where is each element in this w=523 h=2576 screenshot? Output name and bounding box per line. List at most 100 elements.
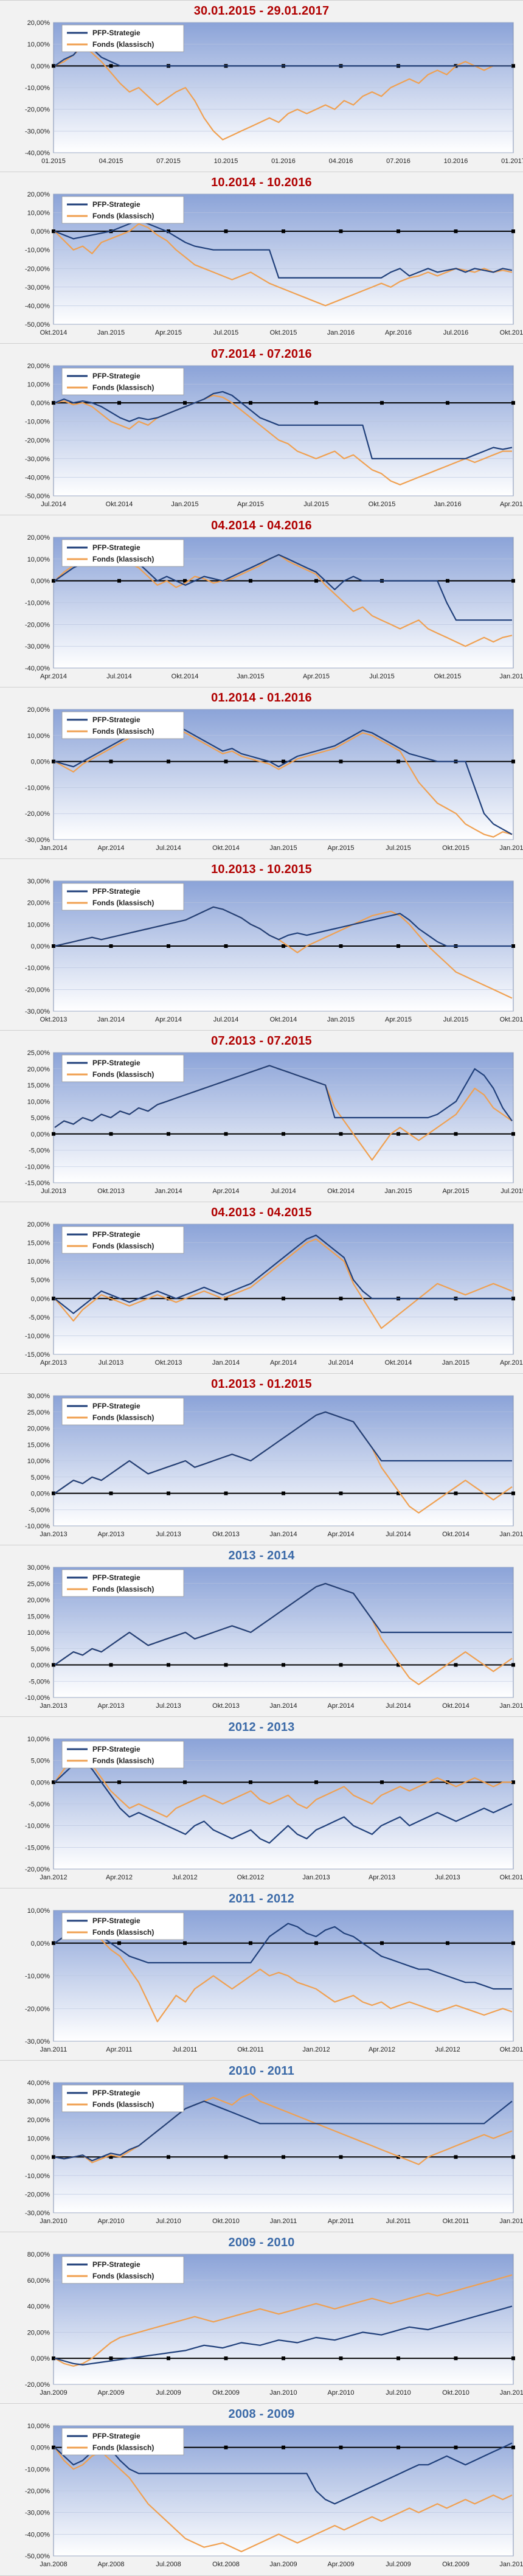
baseline-marker [224,2356,228,2361]
x-tick-label: Apr.2010 [327,2389,354,2397]
chart-panel: 04.2013 - 04.2015 20,00% 15,00% 10,00% 5,00%… [0,1202,523,1374]
x-tick-label: Jan.2008 [40,2561,67,2568]
x-tick-label: Jul.2012 [172,1874,198,1881]
y-tick-label: 25,00% [27,1050,50,1057]
series-pfp-strategie [54,1582,512,1666]
x-tick-label: Jan.2010 [499,2561,523,2568]
x-tick-label: Jan.2014 [269,1531,297,1538]
y-tick-label: -15,00% [25,1844,50,1851]
baseline-marker [314,1780,318,1784]
x-tick-label: Okt.2009 [442,2561,469,2568]
x-tick-label: Apr.2015 [155,329,182,336]
legend: PFP-Strategie Fonds (klassisch) [61,1569,184,1597]
x-tick-label: Apr.2013 [40,1359,67,1366]
legend-label-strategy: PFP-Strategie [92,1916,140,1925]
baseline-marker [109,2155,113,2159]
baseline-marker [224,229,228,234]
legend-label-strategy: PFP-Strategie [92,2432,140,2440]
y-tick-label: 15,00% [27,1240,50,1247]
x-tick-label: Jul.2009 [386,2561,411,2568]
y-tick-label: 10,00% [27,556,50,563]
legend: PFP-Strategie Fonds (klassisch) [61,24,184,52]
x-tick-label: 04.2015 [99,158,123,165]
baseline-marker [52,1663,55,1667]
x-tick-label: Apr.2011 [328,2218,354,2225]
x-tick-label: Jul.2015 [500,1188,523,1195]
baseline-marker [224,2445,228,2449]
y-tick-label: 10,00% [27,1629,50,1637]
legend-label-fund: Fonds (klassisch) [92,1413,154,1422]
chart-panel: 10.2013 - 10.2015 30,00% 20,00% 10,00% 0,00%… [0,858,523,1031]
x-tick-label: Jul.2014 [386,1531,411,1538]
baseline-marker [282,2445,285,2449]
baseline-marker [397,1491,400,1495]
y-tick-label: 0,00% [31,578,50,585]
x-tick-label: Okt.2011 [237,2046,264,2053]
chart-panel: 04.2014 - 04.2016 20,00% 10,00% 0,00% -10,00… [0,515,523,688]
baseline-marker [339,229,343,234]
baseline-marker [511,1663,515,1667]
baseline-marker [224,1663,228,1667]
baseline-marker [52,2155,55,2159]
legend: PFP-Strategie Fonds (klassisch) [61,711,184,739]
y-tick-label: 30,00% [27,1564,50,1572]
y-tick-label: -10,00% [25,1332,50,1340]
x-tick-label: Okt.2014 [40,329,68,336]
x-tick-label: Apr.2014 [270,1359,297,1366]
x-tick-label: Okt.2014 [442,1531,469,1538]
y-tick-label: 0,00% [31,1779,50,1786]
y-tick-label: -10,00% [25,2466,50,2473]
baseline-marker [446,1941,449,1945]
chart-title: 2013 - 2014 [228,1549,295,1562]
baseline-marker [511,1941,515,1945]
x-tick-label: Apr.2016 [385,329,412,336]
baseline-marker [224,1297,228,1301]
x-tick-label: 01.2015 [41,158,66,165]
chart-title: 04.2013 - 04.2015 [211,1206,312,1219]
x-tick-label: 10.2015 [214,158,238,165]
legend: PFP-Strategie Fonds (klassisch) [61,2428,184,2456]
x-tick-label: Jul.2015 [303,501,329,508]
series-pfp-strategie [54,2305,513,2365]
baseline-marker [380,1780,384,1784]
chart-panel: 30.01.2015 - 29.01.2017 20,00% 10,00% 0,00%… [0,0,523,173]
y-tick-label: 10,00% [27,921,50,928]
baseline-marker [380,1941,384,1945]
x-tick-label: Jul.2013 [41,1188,66,1195]
baseline-marker [511,2356,515,2361]
y-tick-label: 10,00% [27,1258,50,1265]
legend: PFP-Strategie Fonds (klassisch) [61,1398,184,1426]
y-tick-label: 25,00% [27,1581,50,1588]
x-tick-label: Okt.2014 [106,501,133,508]
x-tick-label: Apr.2012 [106,1874,133,1881]
baseline-marker [224,1491,228,1495]
y-tick-label: 0,00% [31,2154,50,2161]
baseline-marker [446,579,449,583]
x-tick-label: Apr.2015 [237,501,264,508]
baseline-marker [167,1132,170,1136]
x-tick-label: Okt.2014 [270,1016,297,1023]
baseline-marker [282,1491,285,1495]
chart-panel: 2010 - 2011 40,00% 30,00% 20,00% 10,00% 0,00%… [0,2060,523,2233]
y-tick-label: 0,00% [31,2355,50,2362]
x-tick-label: Jul.2014 [328,1359,354,1366]
x-tick-label: Okt.2013 [155,1359,182,1366]
x-tick-label: Okt.2016 [500,329,523,336]
y-tick-label: -20,00% [25,621,50,628]
x-tick-label: Apr.2014 [40,673,67,680]
series-fonds-klassisch [54,1238,513,1329]
y-tick-label: -10,00% [25,247,50,254]
baseline-marker [339,1297,343,1301]
y-tick-label: -5,00% [29,1678,50,1685]
baseline-marker [446,401,449,405]
series-fonds-klassisch [54,46,512,141]
x-tick-label: Jul.2014 [156,844,181,852]
legend-label-fund: Fonds (klassisch) [92,40,154,49]
chart-title: 10.2013 - 10.2015 [211,863,312,876]
baseline-marker [397,1132,400,1136]
y-tick-label: 30,00% [27,878,50,885]
legend-label-fund: Fonds (klassisch) [92,2100,154,2109]
y-tick-label: 5,00% [31,1474,50,1481]
series-pfp-strategie [54,2442,513,2505]
x-tick-label: Jan.2009 [269,2561,297,2568]
